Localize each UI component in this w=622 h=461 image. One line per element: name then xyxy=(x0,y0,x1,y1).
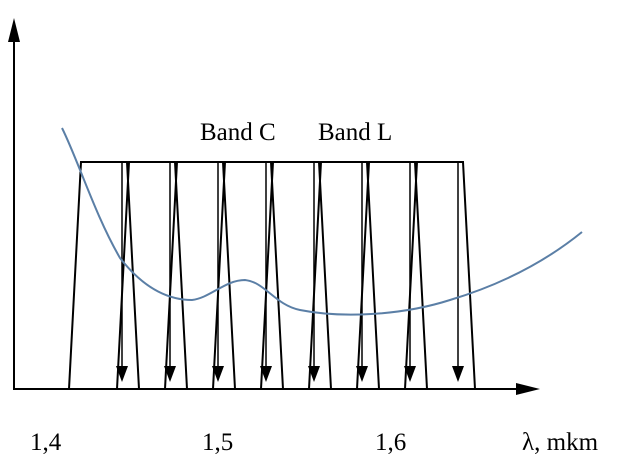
channel-trapezoid xyxy=(67,161,141,390)
channel-trapezoid xyxy=(355,161,429,390)
x-axis-label: λ, mkm xyxy=(522,429,599,456)
channel-group xyxy=(67,161,477,390)
x-tick-label-1-6: 1,6 xyxy=(375,429,406,456)
channel-trapezoid xyxy=(163,161,237,390)
x-tick-label-1-4: 1,4 xyxy=(30,429,62,456)
x-axis-arrow-icon xyxy=(516,383,540,395)
y-axis-arrow-icon xyxy=(8,18,20,42)
loss-curve xyxy=(61,127,583,316)
x-tick-label-1-5: 1,5 xyxy=(202,429,233,456)
band-c-label: Band C xyxy=(200,119,276,146)
channel-trapezoid xyxy=(259,161,333,390)
channel-trapezoid xyxy=(307,161,381,390)
channel-trapezoid xyxy=(115,161,189,390)
channel-arrow-head-icon xyxy=(452,366,464,382)
channel-trapezoid xyxy=(403,161,477,390)
band-l-label: Band L xyxy=(318,119,392,146)
channel-trapezoid xyxy=(211,161,285,390)
